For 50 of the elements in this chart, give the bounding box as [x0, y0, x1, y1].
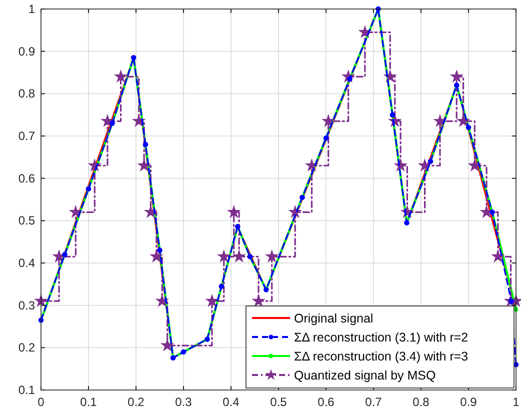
point — [266, 250, 278, 262]
point — [101, 114, 114, 126]
x-tick-label: 0 — [38, 395, 45, 409]
x-tick-label: 0.7 — [365, 395, 382, 409]
legend-label: Quantized signal by MSQ — [294, 368, 436, 382]
point — [289, 206, 302, 218]
x-tick-label: 0.2 — [128, 395, 145, 409]
y-tick-label: 0.7 — [18, 129, 36, 143]
point — [150, 250, 162, 262]
y-tick-label: 1 — [28, 2, 36, 16]
y-tick-label: 0.2 — [18, 340, 36, 355]
point — [492, 250, 504, 262]
x-tick-label: 0.1 — [80, 395, 98, 409]
x-tick-label: 0.9 — [460, 395, 478, 409]
point — [138, 159, 150, 171]
y-tick-label: 0.6 — [18, 171, 36, 186]
legend-label: ΣΔ reconstruction (3.4) with r=3 — [294, 350, 468, 364]
point — [233, 250, 246, 262]
legend-label: Original signal — [294, 312, 374, 326]
point — [114, 70, 127, 82]
y-tick-label: 0.3 — [18, 298, 36, 312]
point — [457, 114, 470, 126]
legend-label: ΣΔ reconstruction (3.1) with r=2 — [294, 330, 468, 344]
point — [161, 339, 174, 351]
point — [450, 70, 463, 82]
y-tick-label: 0.4 — [18, 256, 36, 270]
point — [132, 114, 145, 126]
point — [358, 26, 372, 38]
y-tick-label: 0.5 — [18, 214, 36, 228]
point — [70, 206, 82, 218]
point — [434, 114, 446, 126]
x-tick-label: 1 — [512, 395, 520, 409]
point — [394, 159, 407, 171]
point — [156, 294, 168, 306]
point — [418, 159, 431, 171]
point — [322, 114, 334, 126]
point — [468, 159, 481, 171]
x-tick-label: 0.4 — [222, 395, 240, 409]
point — [218, 250, 230, 262]
x-tick-label: 0.5 — [270, 395, 288, 409]
y-tick-label: 0.9 — [18, 44, 36, 58]
point — [144, 206, 157, 218]
y-tick-label: 0.1 — [18, 383, 36, 397]
y-tick-label: 0.8 — [18, 86, 36, 101]
point — [252, 294, 265, 306]
x-tick-label: 0.8 — [412, 395, 430, 409]
point — [206, 294, 218, 306]
x-tick-label: 0.6 — [318, 395, 335, 409]
point — [228, 206, 240, 218]
x-tick-label: 0.3 — [175, 395, 192, 409]
